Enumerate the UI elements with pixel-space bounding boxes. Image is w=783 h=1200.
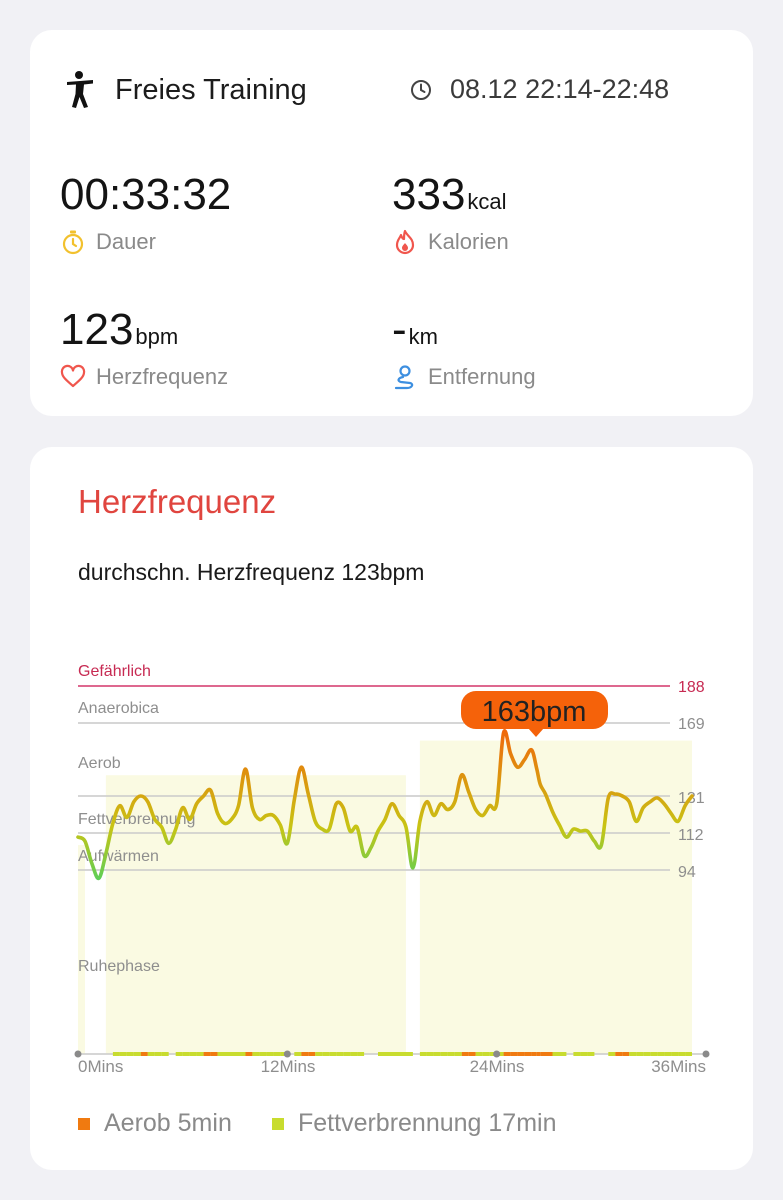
distance-unit: km: [408, 324, 438, 349]
calories-unit: kcal: [467, 189, 507, 214]
heart-icon: [60, 364, 86, 388]
legend-fett-text: Fettverbrennung 17min: [298, 1109, 557, 1137]
x-tick-36: 36Mins: [651, 1057, 706, 1076]
x-tick-dot-1: [283, 1050, 291, 1058]
zone-label-aufwaermen: Aufwärmen: [78, 848, 159, 865]
stopwatch-icon: [62, 230, 84, 255]
zone-label-gefaehrlich: Gefährlich: [78, 663, 151, 680]
x-tick-0: 0Mins: [78, 1057, 123, 1076]
calories-value: 333: [392, 170, 466, 219]
legend-fett-swatch: [272, 1117, 284, 1130]
y-tick-169: 169: [678, 716, 705, 733]
x-tick-dot-3: [702, 1050, 710, 1058]
heart-rate-chart: Gefährlich Anaerobica Aerob Fettverbrenn…: [74, 663, 710, 1076]
y-tick-112: 112: [678, 827, 704, 844]
person-exercise-icon: [67, 71, 93, 108]
legend-aerob-text: Aerob 5min: [104, 1109, 232, 1137]
heart-rate-line: [76, 729, 694, 881]
heart-rate-section-title: Herzfrequenz: [78, 483, 277, 520]
y-tick-188: 188: [678, 679, 705, 696]
duration-metric: 00:33:32 Dauer: [60, 170, 233, 256]
duration-value: 00:33:32: [60, 170, 232, 219]
zone-label-fettverbrennung: Fettverbrennung: [78, 811, 195, 828]
zone-fill-band: [78, 845, 85, 1054]
x-tick-dot-2: [493, 1050, 501, 1058]
zone-label-aerob: Aerob: [78, 755, 121, 772]
time-range: 08.12 22:14-22:48: [450, 74, 670, 104]
x-tick-12: 12Mins: [261, 1057, 316, 1076]
route-pin-icon: [394, 365, 414, 390]
workout-summary-card: Freies Training 08.12 22:14-22:48 00:33:…: [30, 30, 753, 416]
calories-metric: 333kcal Kalorien: [392, 170, 509, 256]
peak-label: 163bpm: [482, 696, 587, 728]
legend-fettverbrennung: Fettverbrennung 17min: [272, 1109, 556, 1138]
x-tick-dot-0: [74, 1050, 82, 1058]
duration-label: Dauer: [96, 229, 156, 254]
x-tick-24: 24Mins: [470, 1057, 525, 1076]
legend-aerob: Aerob 5min: [78, 1109, 232, 1138]
zone-fill-band: [419, 740, 692, 1054]
clock-icon: [411, 80, 431, 100]
heart-rate-card: Herzfrequenz durchschn. Herzfrequenz 123…: [30, 447, 753, 1170]
calories-label: Kalorien: [428, 229, 509, 254]
distance-metric: -km Entfernung: [392, 305, 536, 391]
heart-rate-label: Herzfrequenz: [96, 364, 229, 389]
flame-icon: [395, 229, 415, 255]
legend-aerob-swatch: [78, 1117, 90, 1130]
zone-label-anaerobica: Anaerobica: [78, 700, 159, 717]
heart-rate-unit: bpm: [135, 324, 179, 349]
workout-header: Freies Training 08.12 22:14-22:48: [30, 70, 753, 114]
heart-rate-value: 123: [60, 305, 134, 354]
peak-marker: 163bpm: [461, 691, 608, 737]
average-heart-rate-text: durchschn. Herzfrequenz 123bpm: [78, 559, 425, 585]
peak-badge: [461, 691, 608, 729]
y-tick-94: 94: [678, 864, 696, 881]
heart-rate-metric: 123bpm Herzfrequenz: [60, 305, 228, 391]
zone-label-ruhephase: Ruhephase: [78, 958, 160, 975]
activity-title: Freies Training: [115, 74, 307, 106]
distance-label: Entfernung: [428, 364, 536, 389]
distance-value: -: [392, 305, 407, 354]
